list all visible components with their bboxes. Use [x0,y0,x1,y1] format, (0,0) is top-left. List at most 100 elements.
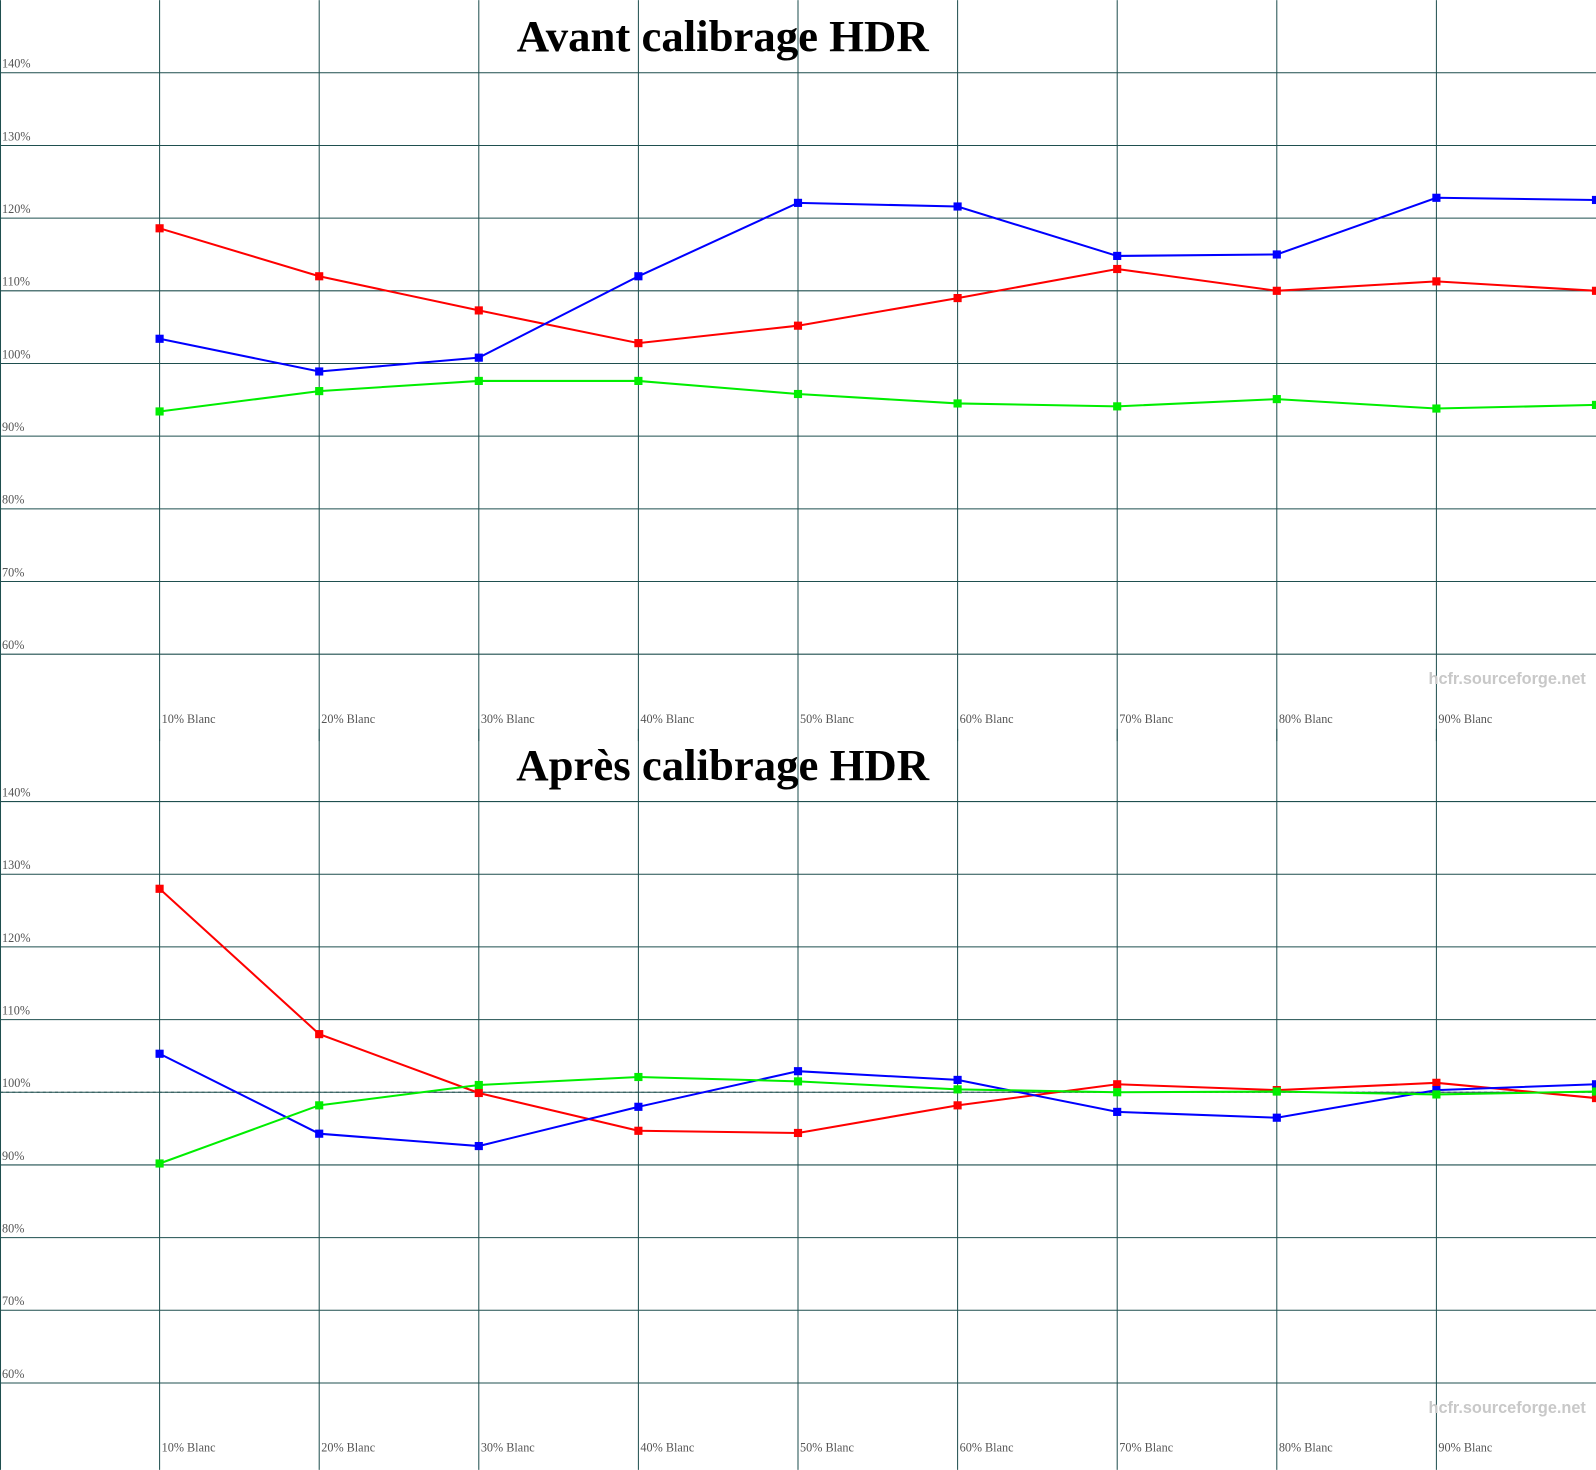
data-point [1113,251,1122,260]
x-tick-label: 80% Blanc [1279,712,1333,726]
y-tick-label: 110% [2,1004,30,1018]
x-tick-label: 70% Blanc [1119,1441,1173,1455]
data-point [1591,1080,1596,1089]
y-tick-label: 120% [2,202,30,216]
data-point [155,1159,164,1168]
series-line [159,379,1596,413]
y-tick-label: 60% [2,638,24,652]
data-point [315,1101,324,1110]
data-point [1272,395,1281,404]
data-point [1113,1107,1122,1116]
series-line [159,1075,1596,1165]
data-point [953,1075,962,1084]
y-tick-label: 80% [2,1222,24,1236]
data-point [1432,1078,1441,1087]
data-point [1113,264,1122,274]
data-point [155,1049,164,1058]
data-point [953,202,962,211]
data-point [1591,1094,1596,1103]
data-point [1432,1090,1441,1099]
data-point [474,306,483,315]
y-tick-label: 130% [2,129,30,143]
data-point [474,1141,483,1151]
data-point [1432,277,1441,286]
data-point [634,376,643,385]
data-point [1432,1086,1441,1095]
y-tick-label: 70% [2,1294,24,1308]
data-point [953,294,962,303]
y-tick-label: 60% [2,1367,24,1381]
data-point [155,224,164,233]
data-point [793,1077,803,1086]
series-line [158,888,1596,1134]
y-tick-label: 90% [2,1149,24,1163]
y-tick-label: 90% [2,420,24,434]
data-point [1113,1088,1122,1097]
chart-title: Après calibrage HDR [516,740,929,790]
y-tick-label: 130% [2,858,30,872]
x-tick-label: 30% Blanc [481,1441,535,1455]
data-point [793,198,803,207]
data-point [315,367,324,376]
y-tick-label: 80% [2,493,24,507]
chart-title: Avant calibrage HDR [517,11,930,61]
x-tick-label: 10% Blanc [162,712,216,726]
data-point [1272,286,1281,295]
data-point [1432,193,1441,202]
data-point [315,387,324,396]
watermark: hcfr.sourceforge.net [1429,1399,1587,1417]
y-tick-label: 100% [2,347,30,361]
y-tick-label: 70% [2,565,24,579]
data-point [953,1101,962,1110]
data-point [1591,400,1596,409]
x-tick-label: 40% Blanc [640,712,694,726]
data-point [474,376,483,385]
data-point [1591,1087,1596,1096]
data-point [793,1067,803,1076]
y-tick-label: 120% [2,931,30,945]
data-point [634,272,643,281]
data-point [1113,1080,1122,1089]
series-line [159,196,1596,373]
data-point [155,884,164,893]
data-point [1272,1113,1281,1122]
data-point [634,1102,643,1111]
data-point [1591,195,1596,205]
data-point [1113,402,1122,411]
data-point [474,1080,483,1090]
data-point [793,1128,803,1138]
x-tick-label: 30% Blanc [481,712,535,726]
watermark: hcfr.sourceforge.net [1429,670,1587,688]
series-line [159,1052,1596,1148]
y-tick-label: 140% [2,785,30,799]
x-tick-label: 60% Blanc [960,1441,1014,1455]
x-tick-label: 80% Blanc [1279,1441,1333,1455]
x-tick-label: 50% Blanc [800,712,854,726]
y-tick-label: 140% [2,57,30,71]
y-tick-label: 110% [2,275,30,289]
data-point [315,1129,324,1138]
data-point [634,1072,643,1082]
x-tick-label: 90% Blanc [1438,1441,1492,1455]
data-point [953,1085,962,1094]
data-point [953,399,962,408]
data-point [155,407,164,416]
x-tick-label: 90% Blanc [1438,712,1492,726]
data-point [474,353,483,362]
data-point [1432,404,1441,413]
x-tick-label: 40% Blanc [640,1441,694,1455]
x-tick-label: 70% Blanc [1119,712,1173,726]
data-point [155,334,164,343]
series-line [159,227,1596,345]
data-point [315,272,324,281]
data-point [315,1030,324,1039]
x-tick-label: 60% Blanc [960,712,1014,726]
x-tick-label: 10% Blanc [162,1441,216,1455]
data-point [634,1126,643,1135]
data-point [634,339,643,348]
y-tick-label: 100% [2,1076,30,1090]
x-tick-label: 20% Blanc [321,1441,375,1455]
data-point [1591,286,1596,295]
data-point [1272,1087,1281,1096]
